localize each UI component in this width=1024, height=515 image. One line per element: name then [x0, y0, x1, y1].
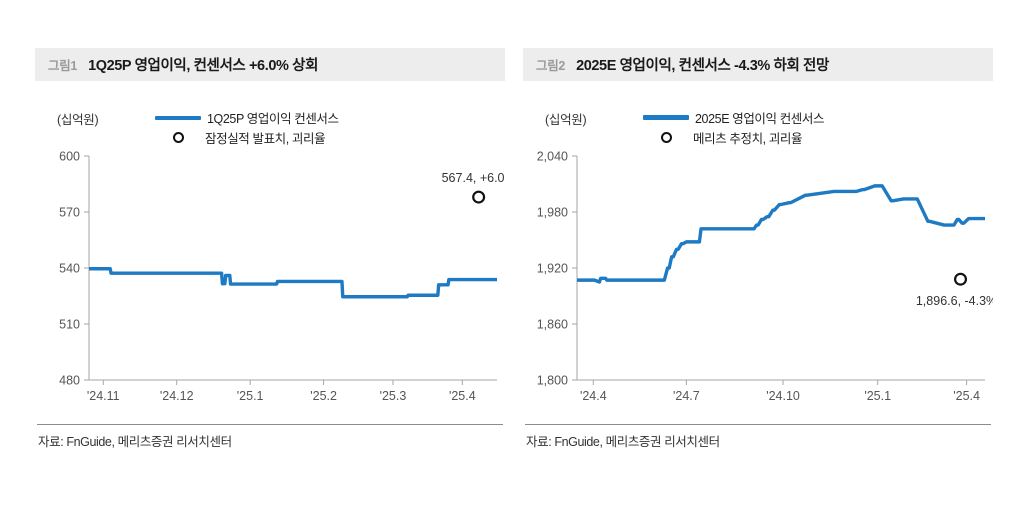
figure-panel-2: 그림2 2025E 영업이익, 컨센서스 -4.3% 하회 전망 (십억원) 2…: [523, 0, 998, 515]
x-axis-tick-label: '24.7: [673, 389, 700, 403]
y-axis-tick-label: 540: [59, 262, 80, 276]
legend-label-estimate: 메리츠 추정치, 괴리율: [693, 132, 803, 146]
x-axis-tick-label: '25.3: [380, 389, 407, 403]
legend-item-consensus-line: 1Q25P 영업이익 컨센서스: [155, 108, 339, 127]
legend-item-estimate-marker: 메리츠 추정치, 괴리율: [643, 128, 803, 147]
data-point-marker: [472, 190, 486, 204]
data-point-marker: [954, 272, 968, 286]
y-axis-tick-label: 480: [59, 374, 80, 388]
figure-2-legend: (십억원) 2025E 영업이익 컨센서스 메리츠 추정치, 괴리율: [523, 108, 993, 150]
legend-line-swatch-icon: [643, 115, 689, 120]
x-axis-tick-label: '24.4: [580, 389, 607, 403]
series-line-1Q25P 영업이익 컨센서스: [89, 267, 497, 299]
figure-1-header: 그림1 1Q25P 영업이익, 컨센서스 +6.0% 상회: [35, 48, 505, 81]
figure-1-footer-rule: [37, 424, 503, 425]
figure-2-footer-rule: [525, 424, 991, 425]
y-axis-tick-label: 600: [59, 150, 80, 164]
figure-1-plot: 480 510 540 570 600 '24.11 '24.12 '25.1 '25.2 '25…: [35, 148, 505, 413]
figure-1-chart-svg: 480 510 540 570 600 '24.11 '24.12 '25.1 '25.2 '25…: [59, 150, 505, 404]
figure-2-number: 그림2: [536, 59, 566, 73]
y-axis-tick-label: 510: [59, 318, 80, 332]
x-axis-tick-label: '24.10: [766, 389, 800, 403]
y-axis-tick-label: 1,860: [537, 318, 568, 332]
x-axis-tick-label: '25.4: [449, 389, 476, 403]
y-axis-tick-label: 1,920: [537, 262, 568, 276]
figure-2-title: 2025E 영업이익, 컨센서스 -4.3% 하회 전망: [576, 58, 829, 74]
figure-1-unit-label: (십억원): [57, 113, 99, 127]
data-point-annotation: 567.4, +6.0%: [442, 171, 505, 185]
figure-1-legend: (십억원) 1Q25P 영업이익 컨센서스 잠정실적 발표치, 괴리율: [35, 108, 505, 150]
y-axis-tick-label: 1,980: [537, 206, 568, 220]
figure-1-title: 1Q25P 영업이익, 컨센서스 +6.0% 상회: [88, 58, 319, 74]
legend-line-swatch-icon: [155, 115, 201, 120]
legend-item-actual-marker: 잠정실적 발표치, 괴리율: [155, 128, 326, 147]
legend-label-actual: 잠정실적 발표치, 괴리율: [205, 132, 326, 146]
figure-2-header: 그림2 2025E 영업이익, 컨센서스 -4.3% 하회 전망: [523, 48, 993, 81]
data-point-annotation: 1,896.6, -4.3%: [916, 294, 993, 308]
x-axis-tick-label: '25.4: [953, 389, 980, 403]
x-axis-tick-label: '24.11: [87, 389, 120, 403]
figure-2-source: 자료: FnGuide, 메리츠증권 리서치센터: [526, 435, 720, 449]
figure-panel-1: 그림1 1Q25P 영업이익, 컨센서스 +6.0% 상회 (십억원) 1Q25…: [35, 0, 510, 515]
x-axis-tick-label: '25.1: [864, 389, 891, 403]
legend-circle-swatch-icon: [661, 132, 672, 143]
y-axis-tick-label: 1,800: [537, 374, 568, 388]
figure-1-source: 자료: FnGuide, 메리츠증권 리서치센터: [38, 435, 232, 449]
y-axis-tick-label: 2,040: [537, 150, 568, 164]
legend-item-consensus-line-2: 2025E 영업이익 컨센서스: [643, 108, 824, 127]
figure-2-plot: 1,800 1,860 1,920 1,980 2,040 '24.4 '24.7 '24.1…: [523, 148, 993, 413]
y-axis-tick-label: 570: [59, 206, 80, 220]
x-axis-tick-label: '25.2: [310, 389, 337, 403]
legend-label-consensus-2: 2025E 영업이익 컨센서스: [695, 112, 825, 126]
x-axis-tick-label: '25.1: [237, 389, 264, 403]
x-axis-tick-label: '24.12: [160, 389, 194, 403]
legend-label-consensus: 1Q25P 영업이익 컨센서스: [207, 112, 339, 126]
figure-2-chart-svg: 1,800 1,860 1,920 1,980 2,040 '24.4 '24.7 '24.1…: [537, 150, 993, 404]
legend-circle-swatch-icon: [173, 132, 184, 143]
figure-2-unit-label: (십억원): [545, 113, 587, 127]
figure-1-number: 그림1: [48, 59, 78, 73]
series-line-2025E 영업이익 컨센서스: [577, 184, 985, 284]
